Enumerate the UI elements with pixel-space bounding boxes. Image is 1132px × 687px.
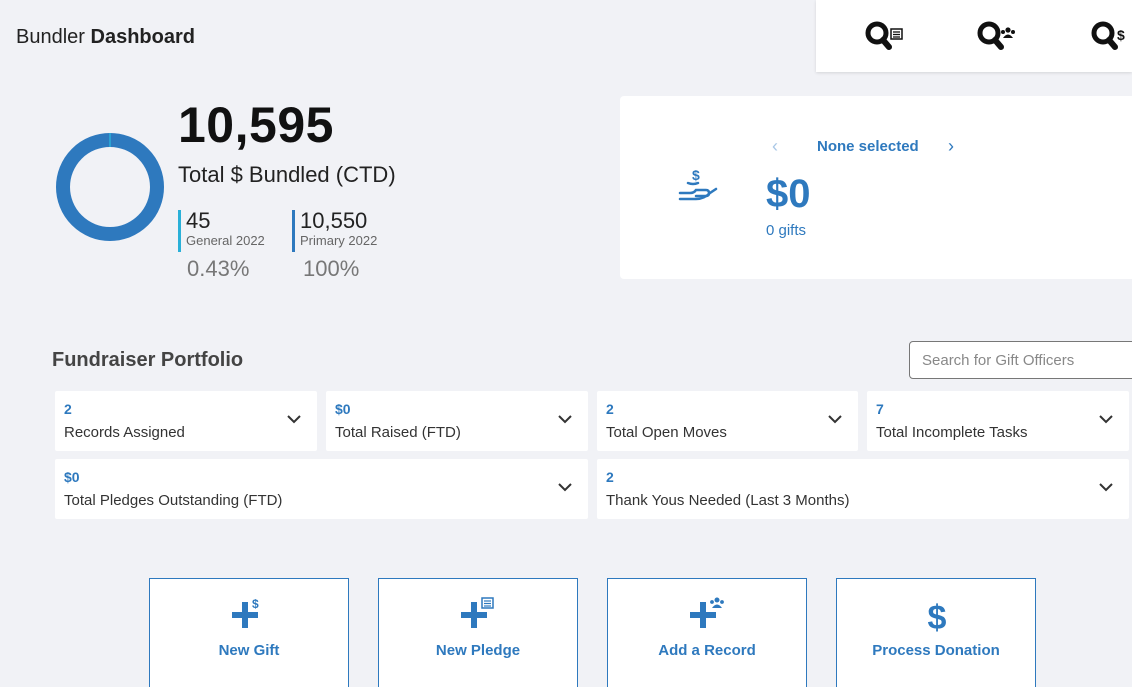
chevron-down-icon bbox=[558, 415, 572, 424]
page-title-prefix: Bundler bbox=[16, 26, 85, 48]
primary-stat-bar bbox=[292, 210, 295, 252]
svg-text:$: $ bbox=[252, 597, 259, 611]
metric-value: $0 bbox=[335, 401, 351, 417]
metric-value: 2 bbox=[64, 401, 72, 417]
action-label: New Pledge bbox=[435, 642, 521, 659]
metric-value: 2 bbox=[606, 469, 614, 485]
primary-stat-label: Primary 2022 bbox=[300, 233, 378, 248]
hand-money-icon: $ bbox=[678, 167, 718, 201]
selection-label: None selected bbox=[817, 138, 919, 155]
search-documents-button[interactable] bbox=[864, 20, 904, 52]
page-title-main: Dashboard bbox=[90, 26, 195, 48]
metric-value: 2 bbox=[606, 401, 614, 417]
general-stat-bar bbox=[178, 210, 181, 252]
gift-amount: $0 bbox=[766, 172, 811, 216]
gift-count: 0 gifts bbox=[766, 222, 807, 239]
chevron-down-icon bbox=[287, 415, 301, 424]
plus-dollar-icon: $ bbox=[232, 597, 259, 628]
metric-label: Total Pledges Outstanding (FTD) bbox=[64, 492, 283, 509]
metric-records-assigned[interactable]: 2 Records Assigned bbox=[55, 391, 317, 451]
general-stat-label: General 2022 bbox=[186, 233, 265, 248]
search-people-button[interactable] bbox=[976, 20, 1016, 52]
search-document-icon bbox=[865, 21, 903, 50]
metric-thank-yous-needed[interactable]: 2 Thank Yous Needed (Last 3 Months) bbox=[597, 459, 1129, 519]
svg-text:$: $ bbox=[692, 167, 700, 183]
metric-pledges-outstanding[interactable]: $0 Total Pledges Outstanding (FTD) bbox=[55, 459, 588, 519]
process-donation-button[interactable]: $ Process Donation bbox=[836, 578, 1036, 687]
metric-label: Total Raised (FTD) bbox=[335, 424, 461, 441]
metric-label: Total Open Moves bbox=[606, 424, 727, 441]
svg-text:$: $ bbox=[1117, 27, 1125, 43]
chevron-down-icon bbox=[828, 415, 842, 424]
new-pledge-button[interactable]: New Pledge bbox=[378, 578, 578, 687]
total-bundled-value: 10,595 bbox=[178, 97, 334, 153]
add-record-button[interactable]: Add a Record bbox=[607, 578, 807, 687]
plus-document-icon bbox=[461, 597, 494, 628]
total-bundled-label: Total $ Bundled (CTD) bbox=[178, 162, 396, 187]
svg-text:$: $ bbox=[928, 599, 947, 635]
metric-label: Records Assigned bbox=[64, 424, 185, 441]
general-stat-percent: 0.43% bbox=[187, 256, 250, 281]
quick-search-bar: $ bbox=[816, 0, 1132, 72]
donut-fill bbox=[56, 133, 164, 241]
general-stat-value: 45 bbox=[186, 208, 211, 233]
chevron-down-icon bbox=[558, 483, 572, 492]
metric-label: Total Incomplete Tasks bbox=[876, 424, 1028, 441]
dollar-icon: $ bbox=[928, 599, 947, 635]
metric-incomplete-tasks[interactable]: 7 Total Incomplete Tasks bbox=[867, 391, 1129, 451]
portfolio-title: Fundraiser Portfolio bbox=[52, 349, 244, 371]
page-title: Bundler Dashboard bbox=[16, 26, 195, 49]
action-label: Add a Record bbox=[658, 642, 756, 659]
new-gift-button[interactable]: $ New Gift bbox=[149, 578, 349, 687]
action-label: Process Donation bbox=[872, 642, 1000, 659]
metric-open-moves[interactable]: 2 Total Open Moves bbox=[597, 391, 858, 451]
search-dollar-icon: $ bbox=[1091, 21, 1125, 50]
chevron-down-icon bbox=[1099, 415, 1113, 424]
action-label: New Gift bbox=[218, 642, 280, 659]
chevron-down-icon bbox=[1099, 483, 1113, 492]
search-people-icon bbox=[977, 21, 1015, 50]
metric-value: 7 bbox=[876, 401, 884, 417]
metric-label: Thank Yous Needed (Last 3 Months) bbox=[606, 492, 850, 509]
gift-officer-search-input[interactable] bbox=[909, 341, 1132, 379]
search-donations-button[interactable]: $ bbox=[1090, 20, 1130, 52]
bundled-donut-chart bbox=[56, 133, 164, 241]
prev-arrow-button[interactable]: ‹ bbox=[772, 136, 778, 156]
metric-value: $0 bbox=[64, 469, 80, 485]
next-arrow-button[interactable]: › bbox=[948, 136, 954, 156]
primary-stat-percent: 100% bbox=[303, 256, 360, 281]
general-stat: 45 General 2022 bbox=[178, 209, 265, 253]
plus-people-icon bbox=[690, 597, 724, 628]
primary-stat: 10,550 Primary 2022 bbox=[292, 209, 377, 253]
metric-total-raised[interactable]: $0 Total Raised (FTD) bbox=[326, 391, 588, 451]
primary-stat-value: 10,550 bbox=[300, 208, 368, 233]
gift-summary-card: ‹ None selected › $ $0 0 gifts bbox=[620, 96, 1132, 279]
